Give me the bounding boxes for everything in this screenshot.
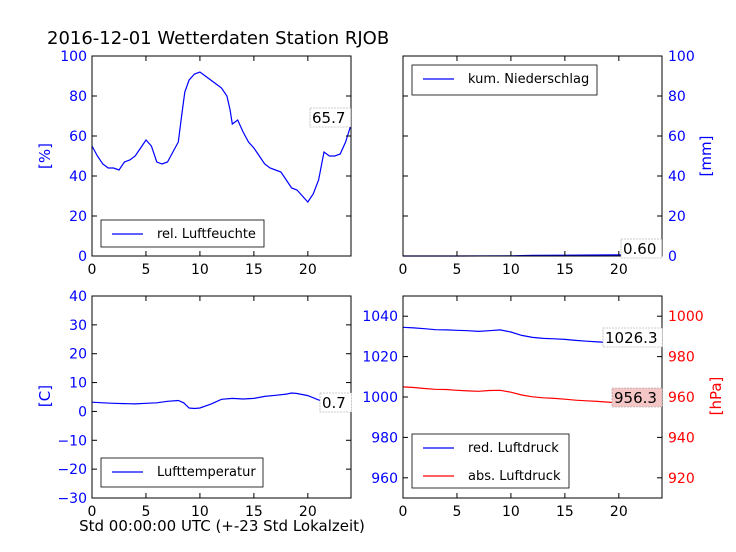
y-tick-label: 20 [69, 347, 87, 363]
y-tick-label: 0 [78, 404, 87, 420]
x-tick-label: 5 [452, 504, 461, 520]
x-tick-label: 10 [191, 262, 209, 278]
x-tick-label: 15 [245, 262, 263, 278]
y-tick-label: −10 [57, 433, 87, 449]
value-annotation: 1026.3 [605, 329, 658, 347]
y-tick-label: 1000 [362, 390, 398, 406]
y-tick-label: 10 [69, 376, 87, 392]
value-annotation-box [620, 238, 663, 259]
value-annotation-box [602, 327, 663, 348]
value-annotation: 65.7 [312, 109, 345, 127]
x-tick-label: 20 [299, 504, 317, 520]
series-line-lufttemperatur [91, 392, 352, 410]
x-tick-label: 15 [556, 262, 574, 278]
x-tick-label: 15 [556, 504, 574, 520]
value-annotation: 956.3 [614, 389, 657, 407]
plot-frame [91, 55, 352, 257]
y-tick-label: 40 [69, 289, 87, 305]
y-tick-label: 100 [668, 49, 695, 65]
value-annotation-box [319, 392, 352, 413]
y-tick-label: −30 [57, 491, 87, 507]
y-axis-label: [mm] [697, 136, 715, 177]
legend: rel. Luftfeuchte [100, 219, 265, 248]
y-tick-label: 1000 [668, 309, 704, 325]
y-tick-label: 80 [69, 89, 87, 105]
x-axis-label: Std 00:00:00 UTC (+-23 Std Lokalzeit) [79, 517, 365, 535]
x-tick-label: 10 [191, 504, 209, 520]
x-tick-label: 5 [452, 262, 461, 278]
x-tick-label: 20 [610, 262, 628, 278]
legend: Lufttemperatur [100, 457, 264, 488]
y-axis-label: [%] [36, 143, 54, 169]
x-tick-label: 0 [399, 262, 408, 278]
y-tick-label: 920 [668, 471, 695, 487]
legend: kum. Niederschlag [411, 64, 598, 96]
x-tick-label: 15 [245, 504, 263, 520]
legend-label: red. Luftdruck [468, 441, 559, 456]
y-tick-label: 60 [69, 129, 87, 145]
x-tick-label: 0 [88, 262, 97, 278]
y-tick-label: 980 [371, 430, 398, 446]
plot-frame [402, 55, 663, 257]
legend-label: kum. Niederschlag [468, 72, 589, 87]
y-tick-label: 20 [69, 209, 87, 225]
y-tick-label: 100 [60, 49, 87, 65]
value-annotation: 0.7 [322, 394, 346, 412]
value-annotation-box [611, 387, 663, 408]
panel-temperature: 0 5 10 15 20 −30 −20 −10 0 10 20 30 40 [C] 0.7 Lufttemp… [36, 289, 352, 520]
y-tick-label: 980 [668, 350, 695, 366]
legend-label: Lufttemperatur [157, 465, 256, 480]
x-tick-label: 10 [502, 504, 520, 520]
y-tick-label: 940 [668, 430, 695, 446]
series-line-rel-luftfeuchte [91, 71, 352, 203]
figure-title: 2016-12-01 Wetterdaten Station RJOB [47, 28, 389, 49]
x-tick-label: 20 [299, 262, 317, 278]
y-tick-label: 80 [668, 89, 686, 105]
x-tick-label: 0 [399, 504, 408, 520]
x-tick-label: 20 [610, 504, 628, 520]
y-tick-label: −20 [57, 462, 87, 478]
value-annotation-box [309, 107, 352, 128]
legend-box [411, 433, 570, 489]
y-tick-label: 1020 [362, 350, 398, 366]
y-tick-label: 0 [668, 249, 677, 265]
y-tick-label: 960 [668, 390, 695, 406]
panel-precipitation: 0 5 10 15 20 0 20 40 60 80 100 [mm] 0.60 kum. Nieders… [399, 49, 715, 278]
y-axis-label-right: [hPa] [707, 377, 725, 416]
legend-box [411, 64, 598, 96]
y-tick-label: 60 [668, 129, 686, 145]
y-axis-label: [C] [36, 385, 54, 407]
x-tick-label: 5 [141, 262, 150, 278]
panel-pressure: 0 5 10 15 20 960 980 1000 1020 1040 920 940 960 980 10… [362, 295, 725, 520]
y-tick-label: 20 [668, 209, 686, 225]
panel-humidity: 0 5 10 15 20 0 20 40 60 80 100 [%] 65.7 rel. Luftfeuc… [36, 49, 352, 278]
legend: red. Luftdruck abs. Luftdruck [411, 433, 570, 489]
legend-label: abs. Luftdruck [468, 469, 561, 484]
x-tick-label: 5 [141, 504, 150, 520]
legend-label: rel. Luftfeuchte [157, 227, 256, 242]
x-tick-label: 0 [88, 504, 97, 520]
y-tick-label: 1040 [362, 309, 398, 325]
value-annotation: 0.60 [623, 240, 656, 258]
y-tick-label: 40 [69, 169, 87, 185]
y-tick-label: 30 [69, 318, 87, 334]
x-tick-label: 10 [502, 262, 520, 278]
y-tick-label: 960 [371, 471, 398, 487]
y-tick-label: 40 [668, 169, 686, 185]
y-tick-label: 0 [78, 249, 87, 265]
